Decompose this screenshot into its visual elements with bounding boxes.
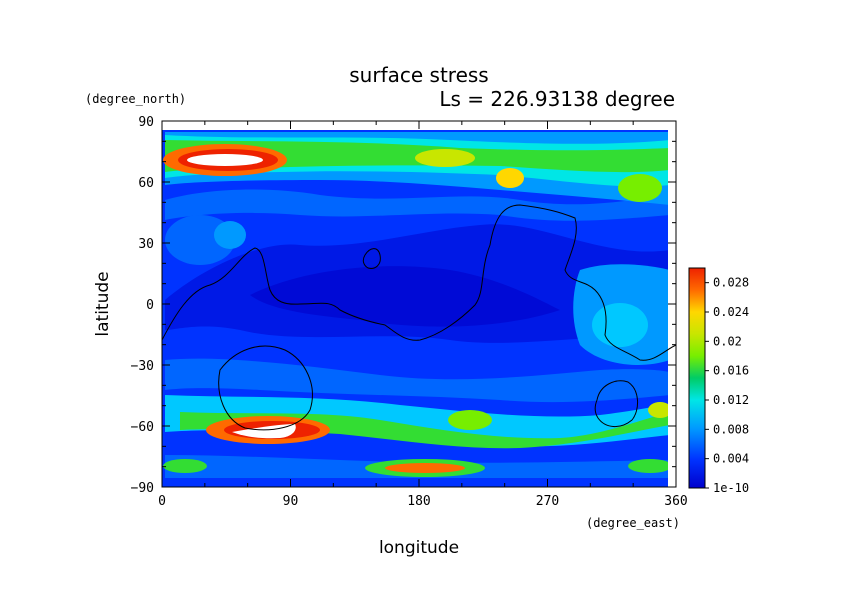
colorbar-tick-label: 0.012 [713,393,749,407]
chart-title: surface stress [349,63,488,87]
x-tick-label: 270 [536,494,559,509]
north-saturated-core [187,154,263,166]
north-yellow-patch [415,149,475,167]
chart-subtitle: Ls = 226.93138 degree [439,87,675,111]
northern-streak-band [165,189,670,221]
x-tick-label: 0 [158,494,166,509]
north-yellow-patch-2 [496,168,524,188]
topography-contours [161,204,677,431]
western-light-patch-2 [214,221,246,249]
x-axis-label: longitude [379,538,459,558]
colorbar-tick-label: 0.004 [713,452,749,466]
y-tick-label: −60 [131,420,154,435]
colorbar-tick-label: 0.02 [713,334,742,348]
y-tick-label: 60 [138,176,154,191]
y-tick-label: 30 [138,237,154,252]
eastern-cyan-patch [592,303,648,347]
colorbar [688,267,706,489]
southern-cyan-band [165,395,670,447]
stress-field [162,121,676,487]
colorbar-tick-label: 0.008 [713,422,749,436]
colorbar-tick-label: 0.028 [713,276,749,290]
colorbar-tick-label: 0.024 [713,305,749,319]
x-unit-label: (degree_east) [586,516,680,530]
x-tick-label: 180 [407,494,430,509]
y-unit-label: (degree_north) [85,92,186,106]
contour-small-north [362,248,381,269]
y-tick-label: 0 [146,298,154,313]
y-tick-label: −30 [131,359,154,374]
contour-argyre [594,380,638,427]
x-tick-label: 90 [283,494,299,509]
contour-tharsis-west [161,204,677,361]
colorbar-ticks: 1e-10 0.004 0.008 0.012 0.016 0.02 0.024 0.028 [705,276,749,495]
south-polar-west-patch [163,459,207,473]
contour-hellas [218,345,313,431]
south-east-patch [648,402,672,418]
axes-group: 0 90 180 270 360 90 60 30 0 −30 −60 −90 [131,115,688,509]
south-polar-east-patch [628,459,672,473]
south-polar-orange [385,463,465,473]
south-green-patch [448,410,492,430]
colorbar-tick-label: 1e-10 [713,481,749,495]
x-tick-label: 360 [664,494,687,509]
y-axis-label: latitude [93,271,113,336]
y-tick-label: 90 [138,115,154,130]
southern-light-band [165,358,670,403]
south-saturated-core [232,424,296,439]
colorbar-tick-label: 0.016 [713,364,749,378]
north-green-patch [618,174,662,202]
y-tick-label: −90 [131,481,154,496]
